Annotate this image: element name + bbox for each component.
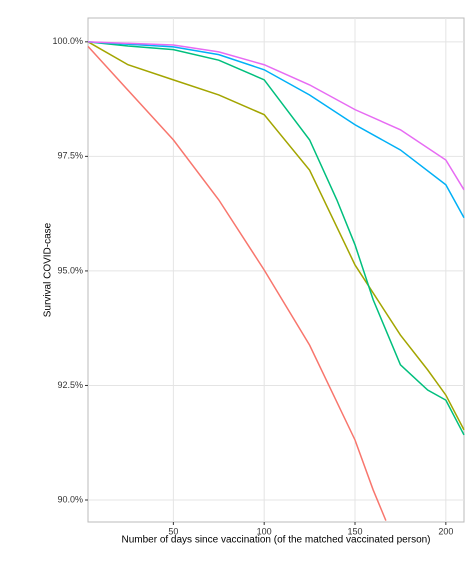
x-tick-label: 50 [168,526,178,536]
panel [87,17,465,523]
x-tick-label: 150 [347,526,362,536]
y-tick-label: 100.0% [52,36,83,46]
survival-line [87,41,465,219]
survival-line [87,41,465,431]
y-tick-label: 92.5% [57,380,83,390]
y-axis-title: Survival COVID-case [43,222,54,317]
x-tick-label: 200 [438,526,453,536]
x-axis-title: Number of days since vaccination (of the… [121,535,430,546]
survival-line [87,45,387,521]
survival-line [87,41,465,436]
survival-line [87,41,465,191]
x-tick-label: 100 [257,526,272,536]
y-tick-label: 97.5% [57,151,83,161]
y-tick-label: 90.0% [57,494,83,504]
y-tick-label: 95.0% [57,265,83,275]
